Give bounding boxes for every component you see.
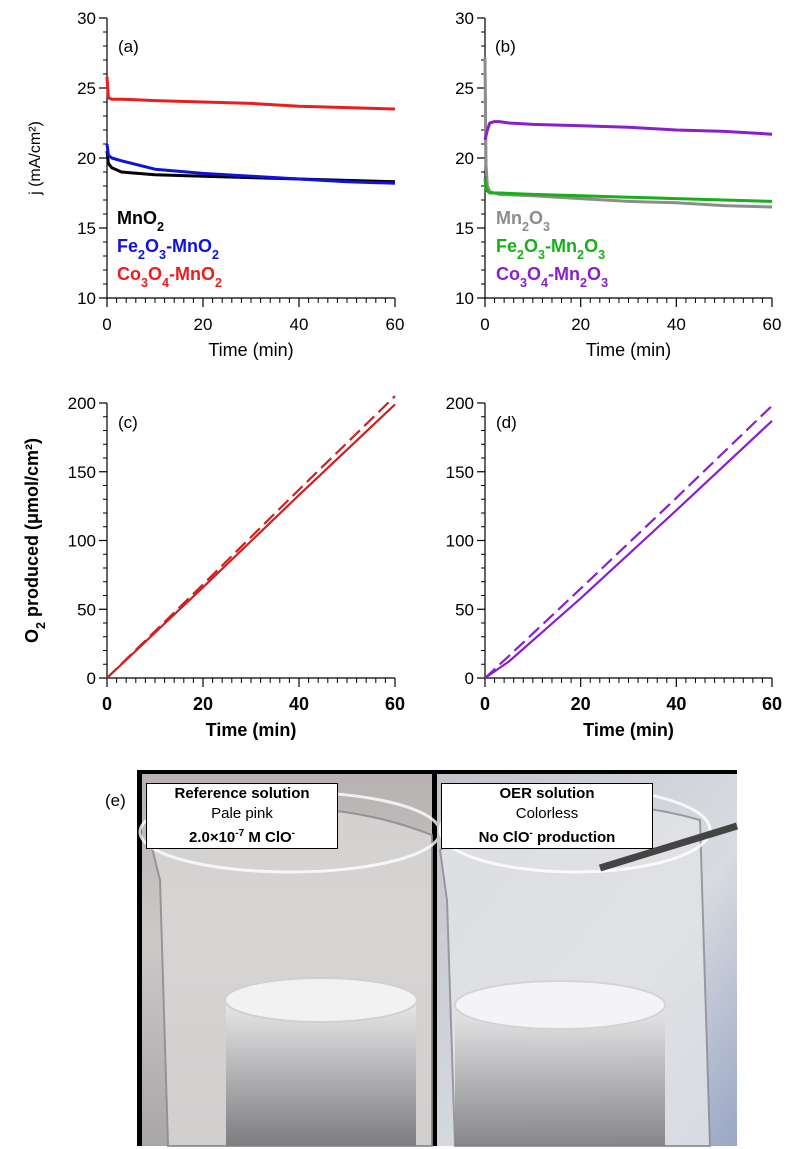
y-tick-label: 25 <box>77 79 96 98</box>
x-tick-label: 0 <box>480 694 490 714</box>
legend-entry: MnO2 <box>117 208 164 234</box>
y-tick-label: 10 <box>77 289 96 308</box>
legend-entry: Fe2O3-Mn2O3 <box>496 236 605 262</box>
y-tick-label: 10 <box>455 289 474 308</box>
y-tick-label: 200 <box>446 394 474 413</box>
chart-panel-b: 10 15 20 25 30 0 20 40 60 Time (min) (b) Mn2O3Fe2O3… <box>455 9 781 360</box>
series-line-solid <box>484 420 773 679</box>
y-tick-label: 200 <box>68 394 96 413</box>
x-axis-label: Time (min) <box>206 720 297 740</box>
y-tick-label: 15 <box>455 219 474 238</box>
x-tick-label: 20 <box>194 315 213 334</box>
x-tick-label: 60 <box>385 694 405 714</box>
series-line-2 <box>105 76 396 111</box>
x-tick-label: 20 <box>571 315 590 334</box>
oer-liquid-surface <box>454 980 666 1030</box>
chart-panel-d: 0 50 100 150 200 0 20 40 60 Time (min) (d) <box>446 394 782 740</box>
y-tick-label: 50 <box>455 600 474 619</box>
panel-label-e: (e) <box>105 791 126 810</box>
x-axis-label: Time (min) <box>208 340 293 360</box>
y-axis-label: j (mA/cm²) <box>27 121 44 196</box>
x-tick-label: 0 <box>102 694 112 714</box>
y-tick-label: 30 <box>455 9 474 28</box>
series-line-1 <box>105 143 396 185</box>
panel-label: (d) <box>496 413 517 432</box>
series-line-2 <box>483 120 773 141</box>
oer-solution-color: Colorless <box>515 805 579 822</box>
x-tick-label: 60 <box>762 694 782 714</box>
panel-label: (c) <box>118 413 138 432</box>
x-tick-label: 40 <box>290 315 309 334</box>
y-tick-label: 20 <box>455 149 474 168</box>
y-tick-label: 150 <box>68 463 96 482</box>
oer-solution-title: OER solution <box>499 785 595 802</box>
panel-label: (a) <box>118 37 139 56</box>
chart-panel-c: 0 50 100 150 200 0 20 40 60 Time (min) O2 produced… <box>22 394 405 740</box>
legend-entry: Co3O4-Mn2O3 <box>496 264 608 290</box>
y-tick-label: 25 <box>455 79 474 98</box>
y-tick-label: 0 <box>465 669 474 688</box>
series-line-dashed <box>106 395 396 679</box>
y-tick-label: 15 <box>77 219 96 238</box>
reference-solution-title: Reference solution <box>174 785 310 802</box>
x-tick-label: 20 <box>193 694 213 714</box>
x-axis-label: Time (min) <box>586 340 671 360</box>
oer-solution-note: No ClO- production <box>478 828 616 846</box>
y-tick-label: 0 <box>87 669 96 688</box>
x-tick-label: 0 <box>102 315 111 334</box>
series-line-dashed <box>484 405 773 679</box>
series-line-1 <box>483 178 773 203</box>
x-axis-label: Time (min) <box>583 720 674 740</box>
series-line-solid <box>106 403 396 679</box>
oer-electrode <box>598 822 739 872</box>
x-tick-label: 60 <box>763 315 782 334</box>
reference-solution-concentration: 2.0×10-7 M ClO- <box>188 828 296 846</box>
legend-entry: Co3O4-MnO2 <box>117 264 222 290</box>
x-tick-label: 20 <box>571 694 591 714</box>
reference-solution-color: Pale pink <box>211 805 273 822</box>
x-tick-label: 40 <box>667 315 686 334</box>
x-tick-label: 40 <box>666 694 686 714</box>
x-tick-label: 0 <box>480 315 489 334</box>
y-axis-label: O2 produced (μmol/cm²) <box>22 438 48 643</box>
y-tick-label: 100 <box>68 532 96 551</box>
y-tick-label: 30 <box>77 9 96 28</box>
chart-panels: 10 15 20 25 30 0 20 40 60 Time (min) j (mA/cm²) (a)… <box>22 9 782 740</box>
y-tick-label: 50 <box>77 600 96 619</box>
oer-solution-label: OER solution Colorless No ClO- productio… <box>441 783 653 849</box>
panel-label: (b) <box>495 37 516 56</box>
y-tick-label: 100 <box>446 532 474 551</box>
y-tick-label: 150 <box>446 463 474 482</box>
reference-liquid-surface <box>224 977 418 1023</box>
y-tick-label: 20 <box>77 149 96 168</box>
x-tick-label: 60 <box>386 315 405 334</box>
legend-entry: Fe2O3-MnO2 <box>117 236 219 262</box>
reference-solution-label: Reference solution Pale pink 2.0×10-7 M … <box>146 783 338 849</box>
reference-liquid <box>226 1000 416 1146</box>
x-tick-label: 40 <box>289 694 309 714</box>
chart-panel-a: 10 15 20 25 30 0 20 40 60 Time (min) j (mA/cm²) (a)… <box>27 9 404 360</box>
legend-entry: Mn2O3 <box>496 208 550 234</box>
